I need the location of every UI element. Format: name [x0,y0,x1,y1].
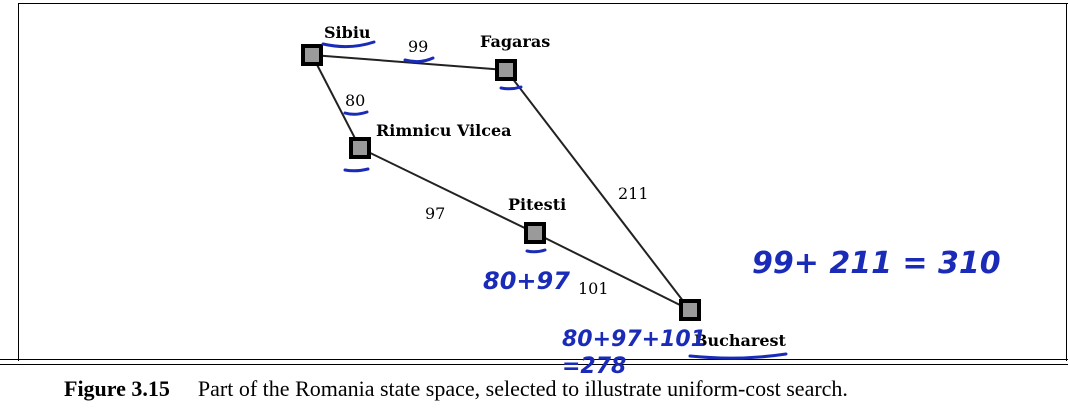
annotation-fagaras-path: 99+ 211 = 310 [752,246,1001,281]
cost-pitesti-bucharest: 101 [578,279,609,298]
label-pitesti: Pitesti [508,195,566,214]
node-fagaras [497,61,515,79]
annotation-bucharest-path-1: 80+97+101 [562,327,706,352]
underline-99 [405,58,433,62]
underline-sibiu [323,42,374,47]
node-bucharest [681,301,699,319]
underline-rimnicu-node [345,169,368,171]
underline-pitesti-node [527,250,545,252]
cost-fagaras-bucharest: 211 [618,184,649,203]
figure-number: Figure 3.15 [64,376,170,401]
underline-80 [345,112,367,114]
edge-rimnicu-pitesti [360,148,535,233]
edge-sibiu-fagaras [312,55,506,70]
caption-text: Part of the Romania state space, selecte… [198,376,848,401]
cost-rimnicu-pitesti: 97 [425,204,445,223]
underline-bucharest [690,354,786,358]
figure-caption: Figure 3.15 Part of the Romania state spa… [64,376,848,402]
node-pitesti [526,224,544,242]
label-rimnicu: Rimnicu Vilcea [376,121,512,140]
cost-sibiu-rimnicu: 80 [345,91,365,110]
label-bucharest: Bucharest [694,331,787,350]
label-fagaras: Fagaras [480,32,550,51]
underline-fagaras-node [501,87,521,89]
cost-sibiu-fagaras: 99 [408,37,428,56]
node-sibiu [303,46,321,64]
annotation-pitesti-path: 80+97 [483,267,570,295]
node-rimnicu [351,139,369,157]
label-sibiu: Sibiu [324,23,371,42]
